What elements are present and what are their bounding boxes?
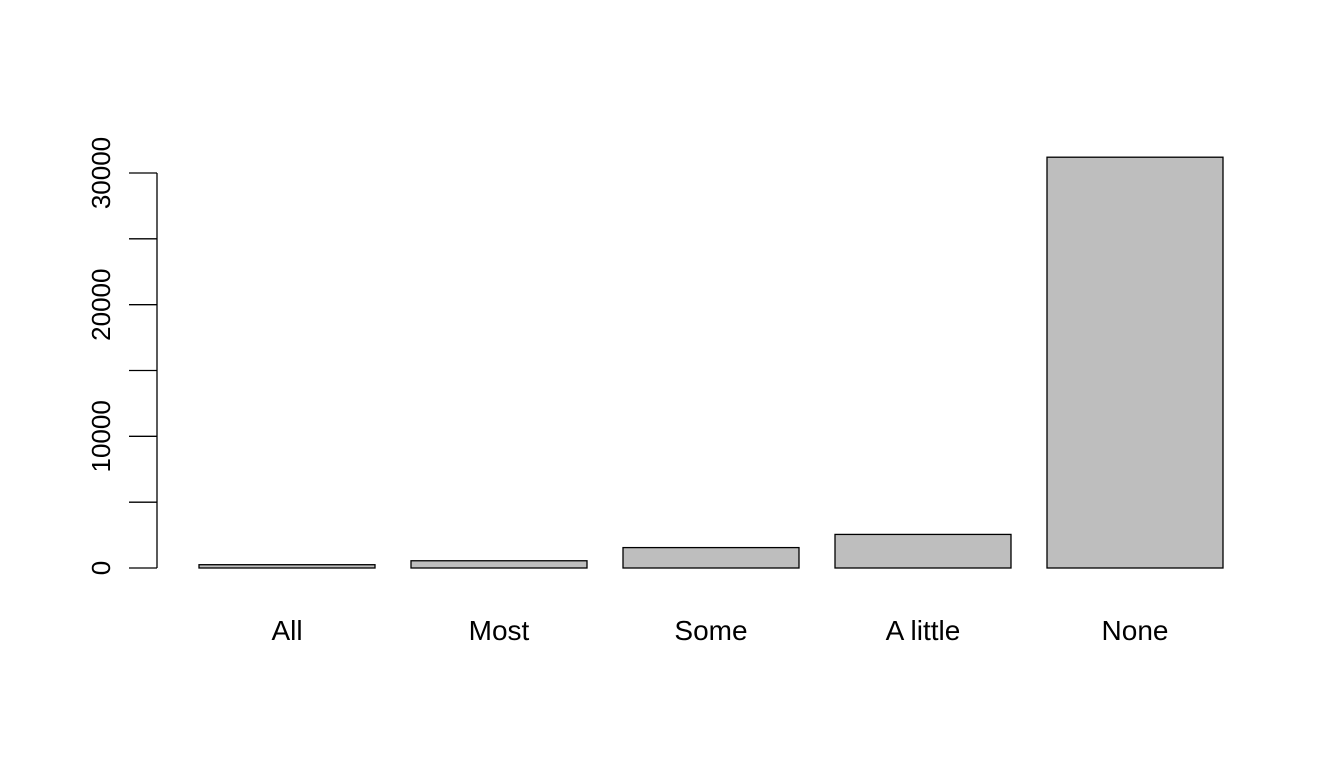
x-tick-label: All <box>271 615 302 646</box>
bar-a-little <box>834 533 1012 569</box>
x-tick-label: Some <box>674 615 747 646</box>
y-tick-label: 20000 <box>86 269 116 341</box>
bar-most <box>410 560 588 569</box>
x-tick-label: A little <box>886 615 961 646</box>
x-tick-label: None <box>1102 615 1169 646</box>
bars <box>198 156 1224 569</box>
bar-all <box>198 564 376 569</box>
y-axis: 0 10000 20000 30000 <box>86 137 158 575</box>
y-tick-label: 0 <box>86 561 116 575</box>
y-tick-label: 30000 <box>86 137 116 209</box>
x-tick-label: Most <box>469 615 530 646</box>
x-axis-labels: All Most Some A little None <box>271 615 1168 646</box>
y-tick-label: 10000 <box>86 400 116 472</box>
bar-none <box>1046 156 1224 569</box>
bar-some <box>622 546 800 569</box>
